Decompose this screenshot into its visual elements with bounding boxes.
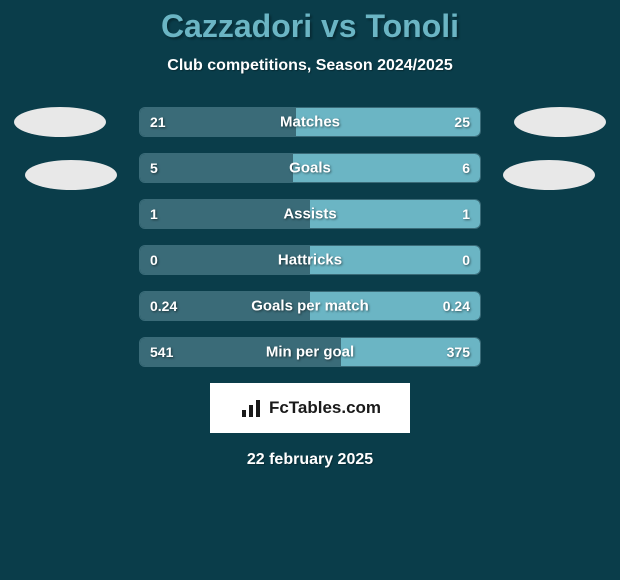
stat-label: Hattricks: [278, 252, 342, 269]
stat-label: Goals: [289, 160, 331, 177]
stat-bar-min-per-goal: 541 Min per goal 375: [139, 337, 481, 367]
player-left-avatar-1: [14, 107, 106, 137]
stat-value-left: 5: [150, 160, 158, 176]
stat-value-left: 0.24: [150, 298, 177, 314]
player-right-avatar-1: [514, 107, 606, 137]
stat-bar-goals-per-match: 0.24 Goals per match 0.24: [139, 291, 481, 321]
stat-value-right: 6: [462, 160, 470, 176]
stat-value-right: 0: [462, 252, 470, 268]
stat-label: Min per goal: [266, 344, 354, 361]
stat-label: Assists: [283, 206, 336, 223]
stat-label: Matches: [280, 114, 340, 131]
stat-bar-goals: 5 Goals 6: [139, 153, 481, 183]
stat-bar-assists: 1 Assists 1: [139, 199, 481, 229]
stat-label: Goals per match: [251, 298, 369, 315]
player-right-avatar-2: [503, 160, 595, 190]
bar-fill-left: [140, 154, 293, 182]
stat-value-left: 1: [150, 206, 158, 222]
stats-area: 21 Matches 25 5 Goals 6 1 Assists 1: [0, 107, 620, 367]
stat-value-right: 375: [447, 344, 470, 360]
main-container: Cazzadori vs Tonoli Club competitions, S…: [0, 0, 620, 469]
stat-value-right: 1: [462, 206, 470, 222]
player-left-avatar-2: [25, 160, 117, 190]
logo-text: FcTables.com: [269, 398, 381, 418]
subtitle: Club competitions, Season 2024/2025: [0, 57, 620, 75]
bars-wrapper: 21 Matches 25 5 Goals 6 1 Assists 1: [139, 107, 481, 367]
stat-value-left: 21: [150, 114, 166, 130]
date-text: 22 february 2025: [0, 451, 620, 469]
stat-bar-hattricks: 0 Hattricks 0: [139, 245, 481, 275]
stat-value-right: 25: [454, 114, 470, 130]
stat-bar-matches: 21 Matches 25: [139, 107, 481, 137]
stat-value-left: 541: [150, 344, 173, 360]
stat-value-right: 0.24: [443, 298, 470, 314]
chart-icon: [239, 396, 263, 420]
stat-value-left: 0: [150, 252, 158, 268]
page-title: Cazzadori vs Tonoli: [0, 8, 620, 45]
logo-box[interactable]: FcTables.com: [210, 383, 410, 433]
